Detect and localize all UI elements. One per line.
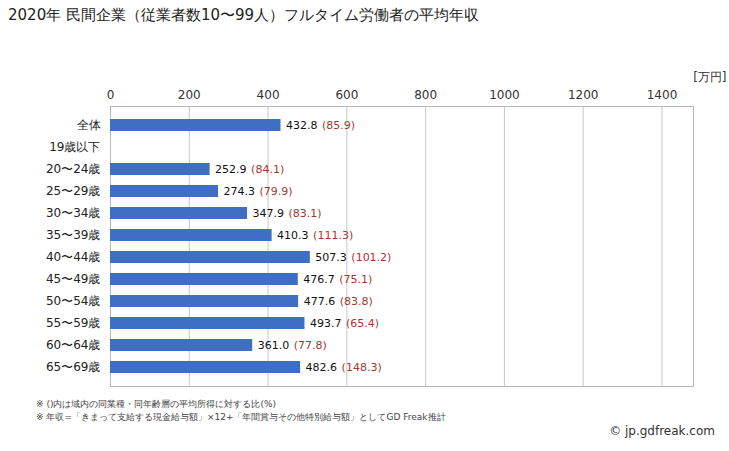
svg-text:60〜64歳: 60〜64歳 bbox=[46, 338, 101, 352]
svg-text:(148.3): (148.3) bbox=[342, 361, 382, 374]
svg-text:274.3: 274.3 bbox=[224, 185, 256, 198]
svg-text:(83.1): (83.1) bbox=[289, 207, 322, 220]
svg-text:410.3: 410.3 bbox=[277, 229, 309, 242]
svg-text:(65.4): (65.4) bbox=[346, 317, 379, 330]
svg-text:45〜49歳: 45〜49歳 bbox=[46, 272, 101, 286]
svg-text:400: 400 bbox=[257, 88, 280, 102]
html-text:※ 年収=「きまって支給する現金給与額」×12+「年間賞与そ: ※ 年収=「きまって支給する現金給与額」×12+「年間賞与その他特別給与額」とし… bbox=[36, 412, 446, 422]
html-text:© jp.gdfreak.com: © jp.gdfreak.com bbox=[609, 424, 715, 438]
svg-text:(79.9): (79.9) bbox=[260, 185, 293, 198]
svg-text:全体: 全体 bbox=[77, 118, 101, 132]
html-text:※ ()内は域内の同業種・同年齢層の平均所得に対する比(%): ※ ()内は域内の同業種・同年齢層の平均所得に対する比(%) bbox=[36, 399, 276, 409]
svg-text:65〜69歳: 65〜69歳 bbox=[46, 360, 101, 374]
svg-text:55〜59歳: 55〜59歳 bbox=[46, 316, 101, 330]
svg-text:482.6: 482.6 bbox=[306, 361, 338, 374]
svg-text:477.6: 477.6 bbox=[304, 295, 336, 308]
svg-text:50〜54歳: 50〜54歳 bbox=[46, 294, 101, 308]
svg-text:35〜39歳: 35〜39歳 bbox=[46, 228, 101, 242]
svg-text:(83.8): (83.8) bbox=[340, 295, 373, 308]
svg-text:1400: 1400 bbox=[647, 88, 678, 102]
svg-text:[万円]: [万円] bbox=[693, 70, 726, 84]
svg-text:(111.3): (111.3) bbox=[313, 229, 353, 242]
svg-text:25〜29歳: 25〜29歳 bbox=[46, 184, 101, 198]
svg-text:1200: 1200 bbox=[568, 88, 599, 102]
svg-text:800: 800 bbox=[414, 88, 437, 102]
svg-text:200: 200 bbox=[178, 88, 201, 102]
svg-text:40〜44歳: 40〜44歳 bbox=[46, 250, 101, 264]
svg-text:600: 600 bbox=[335, 88, 358, 102]
svg-text:347.9: 347.9 bbox=[253, 207, 284, 220]
svg-text:(101.2): (101.2) bbox=[351, 251, 391, 264]
svg-text:20〜24歳: 20〜24歳 bbox=[46, 162, 101, 176]
svg-text:19歳以下: 19歳以下 bbox=[49, 140, 100, 154]
svg-text:252.9: 252.9 bbox=[215, 163, 247, 176]
svg-text:361.0: 361.0 bbox=[258, 339, 290, 352]
svg-text:476.7: 476.7 bbox=[303, 273, 335, 286]
svg-text:1000: 1000 bbox=[489, 88, 520, 102]
svg-text:(85.9): (85.9) bbox=[322, 119, 355, 132]
svg-text:30〜34歳: 30〜34歳 bbox=[46, 206, 101, 220]
html-text:2020年 民間企業（従業者数10〜99人）フルタイム労働者: 2020年 民間企業（従業者数10〜99人）フルタイム労働者の平均年収 bbox=[8, 6, 480, 24]
svg-text:0: 0 bbox=[107, 88, 115, 102]
svg-text:(75.1): (75.1) bbox=[339, 273, 372, 286]
svg-text:(84.1): (84.1) bbox=[251, 163, 284, 176]
svg-text:432.8: 432.8 bbox=[286, 119, 318, 132]
svg-text:507.3: 507.3 bbox=[315, 251, 347, 264]
svg-text:(77.8): (77.8) bbox=[294, 339, 327, 352]
svg-text:493.7: 493.7 bbox=[310, 317, 342, 330]
